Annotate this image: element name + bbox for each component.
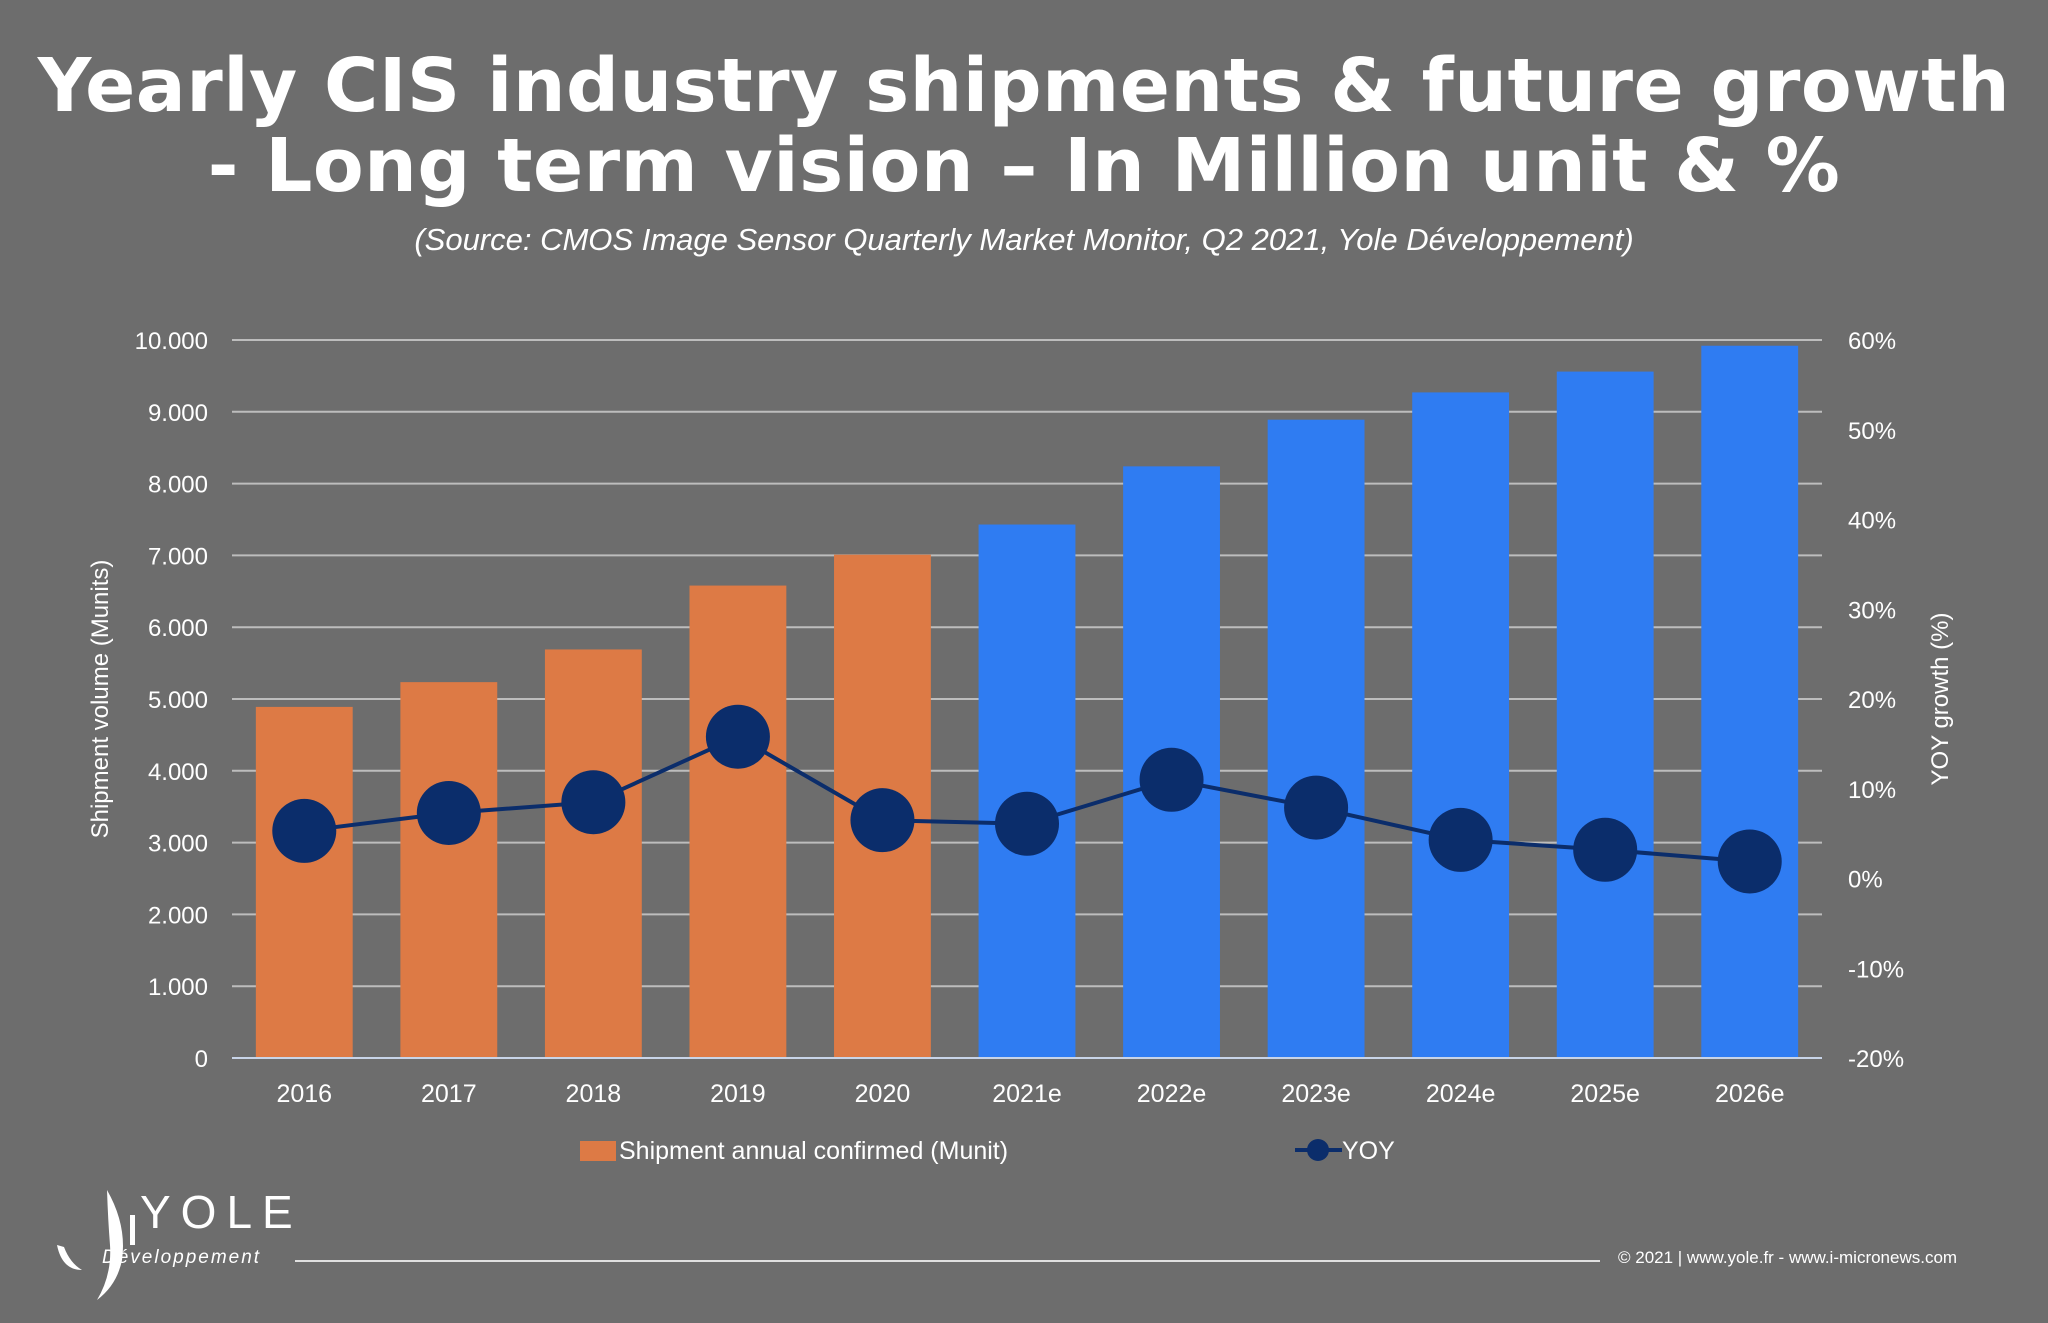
y-right-tick-label: -20% xyxy=(1848,1046,1904,1073)
yoy-point-2021e xyxy=(995,791,1059,856)
y-right-tick-label: 30% xyxy=(1848,597,1896,624)
y-tick-label: 0 xyxy=(195,1046,208,1073)
bar-2016 xyxy=(255,706,353,1057)
y-tick-label: 7.000 xyxy=(148,543,208,570)
legend-line-label: YOY xyxy=(1342,1137,1395,1165)
legend-bar-label: Shipment annual confirmed (Munit) xyxy=(619,1137,1008,1165)
x-tick-label: 2024e xyxy=(1426,1080,1496,1108)
y-tick-label: 8.000 xyxy=(148,472,208,499)
x-tick-label: 2020 xyxy=(855,1080,911,1108)
yoy-point-2016 xyxy=(272,798,337,863)
y-tick-label: 4.000 xyxy=(148,759,208,786)
bar-2023e xyxy=(1267,419,1365,1057)
bar-2017 xyxy=(400,682,498,1057)
chart-title: Yearly CIS industry shipments & future g… xyxy=(0,46,2048,206)
copyright: © 2021 | www.yole.fr - www.i-micronews.c… xyxy=(1618,1248,1958,1267)
yoy-point-2024e xyxy=(1428,807,1493,872)
title-line-2: - Long term vision – In Million unit & % xyxy=(207,123,1841,209)
x-tick-label: 2025e xyxy=(1570,1080,1640,1108)
bar-2021e xyxy=(978,524,1076,1057)
yoy-point-2022e xyxy=(1139,747,1204,812)
logo-subtext: Développement xyxy=(102,1247,262,1268)
y-right-tick-label: 60% xyxy=(1848,328,1896,355)
y-tick-label: 2.000 xyxy=(148,902,208,929)
yoy-point-2017 xyxy=(416,780,481,845)
chart-subtitle: (Source: CMOS Image Sensor Quarterly Mar… xyxy=(414,222,1634,257)
y-right-axis-label: YOY growth (%) xyxy=(1927,613,1954,786)
yoy-point-2023e xyxy=(1284,775,1349,840)
y-tick-label: 6.000 xyxy=(148,615,208,642)
yoy-point-2026e xyxy=(1717,829,1782,894)
chart: 0 1.000 2.000 3.000 4.000 5.000 6.000 7.000 8.00… xyxy=(87,328,1954,1165)
y-right-tick-label: -10% xyxy=(1848,956,1904,983)
y-tick-label: 1.000 xyxy=(148,974,208,1001)
yoy-point-2020 xyxy=(850,788,915,853)
y-right-tick-label: 0% xyxy=(1848,867,1883,894)
x-tick-label: 2021e xyxy=(992,1080,1062,1108)
x-tick-label: 2026e xyxy=(1715,1080,1785,1108)
yole-logo: YOLE Développement xyxy=(52,1185,293,1305)
x-tick-label: 2018 xyxy=(566,1080,622,1108)
legend-bar-swatch xyxy=(580,1141,616,1161)
bar-2026e xyxy=(1701,345,1799,1057)
yoy-point-2019 xyxy=(705,704,770,769)
bar-2025e xyxy=(1556,371,1654,1057)
x-tick-label: 2016 xyxy=(276,1080,332,1108)
x-tick-label: 2023e xyxy=(1281,1080,1351,1108)
y-tick-label: 9.000 xyxy=(148,400,208,427)
y-axis-label: Shipment volume (Munits) xyxy=(87,560,114,839)
y-tick-label: 10.000 xyxy=(135,328,208,355)
bar-2024e xyxy=(1412,392,1510,1057)
bar-2018 xyxy=(544,649,642,1057)
y-right-tick-label: 10% xyxy=(1848,777,1896,804)
yoy-point-2025e xyxy=(1573,817,1638,882)
legend-line-marker xyxy=(1307,1139,1329,1161)
yoy-point-2018 xyxy=(561,770,626,835)
x-tick-label: 2022e xyxy=(1137,1080,1207,1108)
x-tick-label: 2019 xyxy=(710,1080,766,1108)
y-right-tick-label: 50% xyxy=(1848,418,1896,445)
footer-divider xyxy=(295,1260,1600,1262)
y-right-tick-label: 40% xyxy=(1848,508,1896,535)
x-tick-label: 2017 xyxy=(421,1080,477,1108)
logo-mark-icon xyxy=(57,1190,135,1300)
y-tick-label: 5.000 xyxy=(148,687,208,714)
bar-2019 xyxy=(689,585,787,1057)
logo-text: YOLE xyxy=(140,1186,303,1238)
y-tick-label: 3.000 xyxy=(148,831,208,858)
y-right-tick-label: 20% xyxy=(1848,687,1896,714)
title-line-1: Yearly CIS industry shipments & future g… xyxy=(37,43,2011,129)
